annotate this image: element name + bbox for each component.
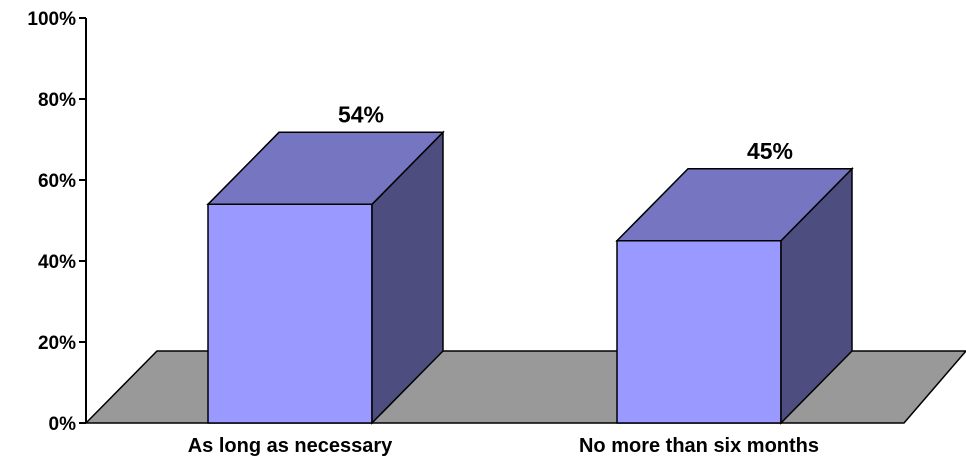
bars xyxy=(206,130,854,425)
y-tick-label: 100% xyxy=(27,9,76,30)
bar-no-more-than-six-months xyxy=(615,166,854,425)
x-tick-label: No more than six months xyxy=(579,435,819,457)
bar-top-face xyxy=(615,168,854,242)
y-tick-label: 40% xyxy=(38,252,76,273)
x-axis-labels: As long as necessary No more than six mon… xyxy=(188,435,819,457)
data-label: 54% xyxy=(338,101,384,127)
data-label: 45% xyxy=(747,138,793,164)
bar-front-face xyxy=(207,203,373,424)
y-tick-label: 20% xyxy=(38,333,76,354)
bar-front-face xyxy=(616,240,782,424)
bar-as-long-as-necessary xyxy=(206,130,445,425)
bar-top-face xyxy=(206,131,445,206)
y-tick-label: 80% xyxy=(38,90,76,111)
y-tick-label: 60% xyxy=(38,171,76,192)
data-labels: 54% 45% xyxy=(338,101,793,163)
y-axis-ticks: 0% 20% 40% 60% 80% 100% xyxy=(27,9,86,435)
y-tick-label: 0% xyxy=(49,414,77,435)
x-tick-label: As long as necessary xyxy=(188,435,393,457)
